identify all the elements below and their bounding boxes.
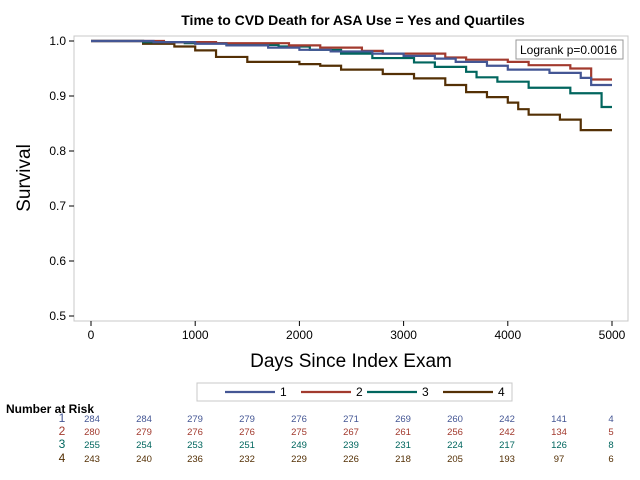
risk-cell: 279 [187, 414, 203, 425]
risk-cell: 254 [136, 440, 152, 451]
risk-table: Number at Risk 1 284 284 279 279 276 271 269 260… [6, 402, 614, 465]
y-axis: 0.5 0.6 0.7 0.8 0.9 1.0 [49, 34, 74, 323]
risk-cell: 276 [291, 414, 307, 425]
risk-table-header: Number at Risk [6, 402, 94, 416]
risk-cell: 239 [343, 440, 359, 451]
x-tick-label: 2000 [286, 328, 313, 342]
x-axis-label: Days Since Index Exam [250, 351, 452, 372]
logrank-annotation: Logrank p=0.0016 [515, 39, 624, 60]
y-tick-label: 1.0 [49, 34, 66, 48]
risk-cell: 275 [291, 427, 307, 438]
risk-cell: 279 [136, 427, 152, 438]
risk-cell: 141 [551, 414, 567, 425]
risk-cell: 134 [551, 427, 567, 438]
risk-row-label-3: 3 [59, 437, 66, 451]
risk-cell: 271 [343, 414, 359, 425]
risk-cell: 231 [395, 440, 411, 451]
legend-label-3: 3 [422, 385, 429, 399]
risk-cell: 229 [291, 454, 307, 465]
legend-label-4: 4 [498, 385, 505, 399]
risk-cell: 242 [499, 414, 515, 425]
risk-cell: 224 [447, 440, 463, 451]
risk-cell: 126 [551, 440, 567, 451]
y-tick-label: 0.5 [49, 309, 66, 323]
x-tick-label: 5000 [599, 328, 626, 342]
risk-cell: 6 [608, 454, 613, 465]
risk-cell: 256 [447, 427, 463, 438]
risk-cell: 284 [136, 414, 152, 425]
risk-cell: 193 [499, 454, 515, 465]
x-axis: 0 1000 2000 3000 4000 5000 [88, 321, 626, 342]
x-tick-label: 0 [88, 328, 95, 342]
risk-cell: 280 [84, 427, 100, 438]
series-line-4 [91, 39, 612, 132]
risk-cell: 8 [608, 440, 613, 451]
risk-cell: 205 [447, 454, 463, 465]
risk-cell: 267 [343, 427, 359, 438]
risk-cell: 279 [239, 414, 255, 425]
y-tick-label: 0.8 [49, 144, 66, 158]
x-tick-label: 3000 [390, 328, 417, 342]
x-tick-label: 1000 [182, 328, 209, 342]
risk-cell: 276 [239, 427, 255, 438]
risk-cell: 232 [239, 454, 255, 465]
risk-cell: 218 [395, 454, 411, 465]
risk-cell: 5 [608, 427, 613, 438]
y-tick-label: 0.6 [49, 254, 66, 268]
plot-frame [73, 35, 629, 322]
y-tick-label: 0.9 [49, 89, 66, 103]
plot-area [73, 35, 629, 322]
chart-title: Time to CVD Death for ASA Use = Yes and … [181, 12, 525, 28]
risk-cell: 276 [187, 427, 203, 438]
series-line-1 [91, 39, 612, 87]
annotation-text: Logrank p=0.0016 [520, 43, 617, 57]
annotation-box [515, 39, 624, 60]
risk-cell: 249 [291, 440, 307, 451]
risk-cell: 242 [499, 427, 515, 438]
legend-frame [196, 382, 513, 402]
risk-cell: 226 [343, 454, 359, 465]
series-layer [91, 39, 612, 132]
risk-row-label-4: 4 [59, 451, 66, 465]
risk-cell: 269 [395, 414, 411, 425]
risk-row-label-2: 2 [59, 424, 66, 438]
x-tick-label: 4000 [494, 328, 521, 342]
risk-cell: 251 [239, 440, 255, 451]
risk-cell: 240 [136, 454, 152, 465]
legend-label-1: 1 [280, 385, 287, 399]
y-tick-label: 0.7 [49, 199, 66, 213]
risk-cell: 253 [187, 440, 203, 451]
series-line-2 [91, 39, 612, 81]
risk-cell: 260 [447, 414, 463, 425]
risk-cell: 255 [84, 440, 100, 451]
legend-label-2: 2 [356, 385, 363, 399]
risk-cell: 243 [84, 454, 100, 465]
risk-cell: 261 [395, 427, 411, 438]
legend: 1 2 3 4 [196, 382, 513, 402]
risk-row-label-1: 1 [59, 411, 66, 425]
risk-cell: 4 [608, 414, 613, 425]
risk-cell: 217 [499, 440, 515, 451]
risk-cell: 284 [84, 414, 100, 425]
y-axis-label: Survival [14, 144, 35, 212]
risk-cell: 97 [554, 454, 565, 465]
risk-cell: 236 [187, 454, 203, 465]
